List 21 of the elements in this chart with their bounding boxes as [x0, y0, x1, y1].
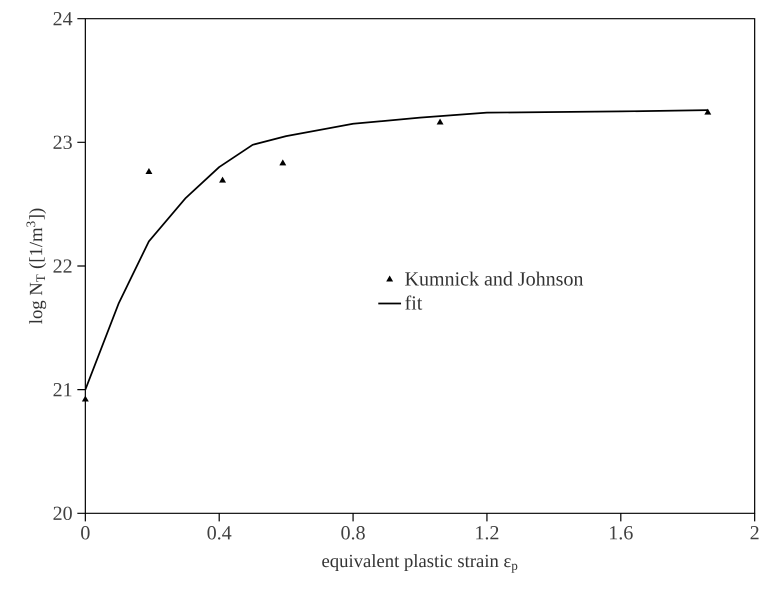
- x-tick-label: 1.6: [610, 526, 633, 540]
- x-tick-label: 0.4: [207, 526, 232, 540]
- point: [436, 118, 444, 125]
- point: [704, 108, 712, 115]
- x-tick-label: 2: [750, 526, 759, 540]
- y-tick-label: 21: [54, 383, 72, 396]
- point: [82, 396, 89, 402]
- y-tick-label: 20: [54, 506, 72, 520]
- point: [219, 176, 226, 183]
- x-tick-label: 1.2: [476, 526, 498, 540]
- y-tick-label: 23: [54, 136, 72, 150]
- y-tick-label: 22: [54, 259, 72, 273]
- point: [146, 168, 152, 174]
- point: [280, 160, 286, 166]
- legend-label: fit: [405, 295, 422, 310]
- y-axis-title: log N$_{T}$ ([1/m$^{3}$]): [26, 208, 46, 324]
- legend-label: Kumnick and Johnson: [405, 272, 584, 286]
- x-tick-label: 0: [81, 526, 90, 540]
- y-tick-label: 24: [54, 12, 72, 26]
- x-axis-title: equivalent plastic strain ε$_{p}$: [322, 554, 518, 573]
- x-tick-label: 0.8: [341, 526, 365, 540]
